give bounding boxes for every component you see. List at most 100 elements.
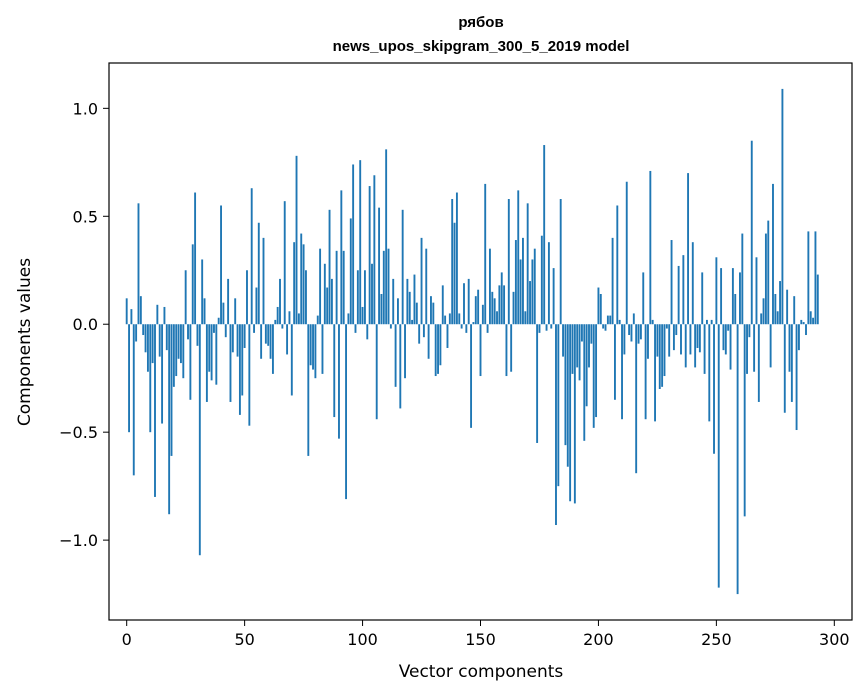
bar bbox=[663, 324, 666, 377]
y-tick-label: 0.5 bbox=[73, 207, 98, 226]
bar bbox=[797, 324, 800, 351]
bar bbox=[569, 324, 572, 502]
bar bbox=[708, 324, 711, 422]
bar bbox=[670, 240, 673, 325]
bar bbox=[644, 324, 647, 420]
bar bbox=[149, 324, 152, 433]
bar bbox=[201, 259, 204, 325]
bar bbox=[566, 324, 569, 467]
bar bbox=[814, 231, 817, 325]
bar bbox=[753, 324, 756, 372]
bar bbox=[680, 324, 682, 355]
bar bbox=[757, 324, 760, 402]
bar bbox=[590, 324, 593, 344]
bar bbox=[493, 298, 496, 325]
bar bbox=[180, 324, 182, 364]
bar bbox=[165, 324, 168, 351]
bar bbox=[748, 324, 751, 338]
bar bbox=[330, 278, 333, 325]
bar bbox=[578, 324, 581, 381]
bar bbox=[741, 233, 744, 325]
bar bbox=[651, 319, 654, 325]
bar bbox=[724, 324, 727, 355]
bar bbox=[642, 272, 645, 325]
bar bbox=[467, 278, 470, 325]
bar bbox=[564, 324, 567, 446]
bar bbox=[604, 324, 607, 331]
bar bbox=[125, 298, 128, 325]
bar bbox=[526, 203, 529, 325]
bar bbox=[411, 319, 414, 325]
bar bbox=[498, 285, 501, 325]
bar bbox=[715, 257, 718, 325]
bar bbox=[389, 324, 392, 329]
bar bbox=[614, 324, 616, 400]
bar bbox=[451, 199, 454, 325]
bar bbox=[779, 281, 782, 325]
bar bbox=[677, 265, 680, 325]
bar bbox=[703, 324, 706, 374]
bar bbox=[755, 257, 758, 325]
bar bbox=[722, 324, 725, 351]
bar bbox=[269, 324, 272, 359]
bar bbox=[611, 237, 614, 325]
bar bbox=[557, 324, 560, 487]
bar bbox=[616, 205, 619, 325]
bar bbox=[484, 183, 487, 325]
bar bbox=[585, 324, 588, 407]
bar bbox=[314, 324, 317, 379]
bar bbox=[297, 313, 300, 325]
bar bbox=[705, 319, 708, 325]
bar bbox=[439, 324, 442, 366]
bar bbox=[698, 324, 701, 353]
bar bbox=[809, 311, 812, 325]
bar bbox=[465, 324, 468, 333]
bar bbox=[783, 324, 786, 413]
x-axis-label: Vector components bbox=[399, 662, 564, 682]
bar bbox=[800, 319, 803, 325]
bar bbox=[139, 296, 142, 325]
y-axis-label: Components values bbox=[15, 258, 35, 426]
bar bbox=[736, 324, 739, 595]
bar bbox=[246, 270, 248, 325]
bar bbox=[658, 324, 661, 389]
bar bbox=[203, 298, 206, 325]
bar bbox=[505, 324, 508, 377]
bar bbox=[580, 324, 583, 342]
bar bbox=[460, 324, 463, 329]
bar bbox=[128, 324, 130, 433]
bar bbox=[352, 164, 355, 325]
x-tick-label: 300 bbox=[819, 630, 850, 649]
bar bbox=[387, 248, 390, 325]
bar bbox=[227, 278, 230, 325]
bar bbox=[767, 220, 770, 325]
bar bbox=[618, 319, 621, 325]
x-tick-label: 200 bbox=[583, 630, 614, 649]
bar bbox=[401, 209, 404, 325]
bar bbox=[236, 324, 239, 357]
y-tick-label: 1.0 bbox=[73, 99, 98, 118]
x-axis-ticks: 0 50 100 150 200 250 300 bbox=[122, 620, 850, 649]
bar bbox=[529, 281, 531, 325]
bar bbox=[769, 324, 772, 368]
bar bbox=[182, 324, 185, 379]
bar bbox=[156, 304, 159, 325]
bar bbox=[500, 272, 503, 325]
bar bbox=[491, 291, 494, 325]
bar bbox=[623, 324, 626, 355]
bar bbox=[361, 306, 364, 325]
bar bbox=[746, 324, 748, 374]
bar bbox=[257, 222, 260, 325]
bar bbox=[253, 324, 256, 333]
bar bbox=[208, 324, 211, 372]
bar bbox=[538, 324, 541, 333]
bar bbox=[161, 324, 164, 424]
bar bbox=[137, 203, 140, 325]
bar-series bbox=[125, 88, 819, 595]
bar bbox=[170, 324, 173, 456]
bar bbox=[175, 324, 178, 377]
bar bbox=[293, 242, 296, 325]
bar bbox=[543, 145, 546, 325]
bar bbox=[366, 324, 369, 340]
bar bbox=[453, 222, 456, 325]
